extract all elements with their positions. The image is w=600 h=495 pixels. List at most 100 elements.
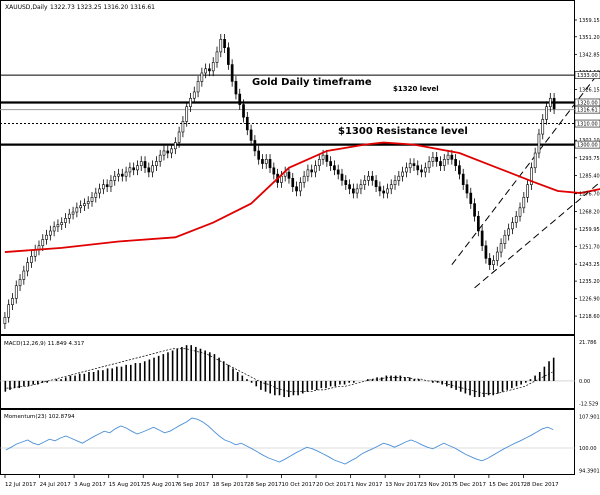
momentum-line xyxy=(5,417,554,465)
price-tick-label: 1342.85 xyxy=(579,52,600,58)
candle-body xyxy=(173,142,177,150)
candle-body xyxy=(219,38,223,53)
time-tick-label: 24 Jul 2017 xyxy=(40,482,72,488)
candle-body xyxy=(473,203,476,217)
candle-body xyxy=(461,173,465,185)
time-tick-label: 10 Oct 2017 xyxy=(282,482,317,488)
level-price-label: 1333.00 xyxy=(577,73,598,79)
candle-body xyxy=(344,180,348,185)
candle-body xyxy=(420,169,423,173)
candle-body xyxy=(355,188,359,194)
candle-body xyxy=(196,81,200,93)
candle-body xyxy=(105,184,109,188)
candle-body xyxy=(378,186,382,192)
candle-body xyxy=(261,159,264,164)
time-tick-label: 15 Aug 2017 xyxy=(109,482,145,488)
candle-body xyxy=(492,260,495,265)
candle-body xyxy=(465,184,469,194)
channel-line xyxy=(474,181,600,289)
level-price-box xyxy=(574,105,600,114)
candle-body xyxy=(374,180,378,188)
ohlc-header: 1322.73 1323.25 1316.20 1316.61 xyxy=(50,4,155,11)
candle-body xyxy=(200,72,204,82)
candle-body xyxy=(511,222,514,230)
candle-body xyxy=(533,152,537,169)
candle-body xyxy=(291,178,295,188)
candle-body xyxy=(552,97,556,110)
candle-body xyxy=(401,171,404,177)
candle-body xyxy=(431,156,435,162)
resistance-annotation: $1300 Resistance level xyxy=(338,126,468,137)
candle-body xyxy=(230,64,234,82)
time-tick-label: 20 Oct 2017 xyxy=(316,482,351,488)
candle-body xyxy=(325,154,329,162)
candle-body xyxy=(151,165,154,173)
candle-body xyxy=(18,279,22,287)
level-price-box xyxy=(574,140,600,149)
time-axis: 12 Jul 2017 24 Jul 2017 3 Aug 2017 15 Aug 2… xyxy=(4,475,559,488)
trend-channel xyxy=(451,70,600,289)
candle-body xyxy=(287,171,291,179)
moving-average-line xyxy=(4,141,600,253)
candle-body xyxy=(162,150,166,156)
candle-body xyxy=(469,192,473,204)
level-price-box xyxy=(574,119,600,128)
momentum-series: 107.9013 100.00 94.3901 xyxy=(0,414,600,474)
candle-body xyxy=(405,167,408,173)
macd-tick-label: 21.786 xyxy=(579,340,597,346)
candle-body xyxy=(393,180,397,185)
candle-body xyxy=(192,91,196,99)
level-1320-annotation: $1320 level xyxy=(393,85,439,93)
candle-body xyxy=(245,116,249,131)
candle-body xyxy=(280,175,283,183)
candle-body xyxy=(329,161,332,166)
candle-body xyxy=(423,167,427,173)
time-tick-label: 23 Nov 2017 xyxy=(420,482,456,488)
candle-body xyxy=(321,154,325,160)
candle-body xyxy=(450,154,454,160)
candle-body xyxy=(33,249,37,257)
candle-body xyxy=(136,165,139,171)
price-panel xyxy=(0,0,575,335)
time-tick-label: 28 Dec 2017 xyxy=(523,482,559,488)
candle-body xyxy=(435,156,439,162)
momentum-tick-label: 107.9013 xyxy=(579,414,600,420)
candle-body xyxy=(158,154,162,162)
candle-body xyxy=(211,62,215,72)
candle-body xyxy=(71,211,75,215)
candle-body xyxy=(14,285,18,299)
candle-body xyxy=(363,180,367,185)
candle-body xyxy=(268,159,272,169)
candle-body xyxy=(488,258,492,265)
candle-body xyxy=(495,251,499,261)
time-tick-label: 25 Aug 2017 xyxy=(143,482,179,488)
candle-body xyxy=(314,165,317,173)
candle-body xyxy=(386,188,389,194)
candle-body xyxy=(227,47,230,65)
macd-panel xyxy=(0,335,575,409)
candle-body xyxy=(412,163,416,166)
candle-body xyxy=(264,159,268,164)
candle-body xyxy=(242,104,245,118)
candle-body xyxy=(317,159,321,166)
candle-body xyxy=(75,207,79,213)
candle-body xyxy=(310,169,314,173)
time-tick-label: 5 Dec 2017 xyxy=(454,482,486,488)
candle-body xyxy=(370,175,374,181)
candle-body xyxy=(128,167,132,173)
candle-body xyxy=(22,270,26,280)
momentum-tick-label: 100.00 xyxy=(579,446,597,452)
candle-body xyxy=(295,186,298,192)
candle-body xyxy=(177,131,181,143)
candle-body xyxy=(408,163,412,169)
momentum-tick-label: 94.3901 xyxy=(579,468,600,474)
candle-body xyxy=(427,161,431,169)
time-tick-label: 3 Aug 2017 xyxy=(74,482,106,488)
price-tick-label: 1359.15 xyxy=(579,18,600,24)
candle-body xyxy=(64,218,67,223)
candle-body xyxy=(548,97,552,107)
candle-body xyxy=(416,165,420,171)
candle-body xyxy=(306,169,310,177)
candle-body xyxy=(52,226,56,232)
